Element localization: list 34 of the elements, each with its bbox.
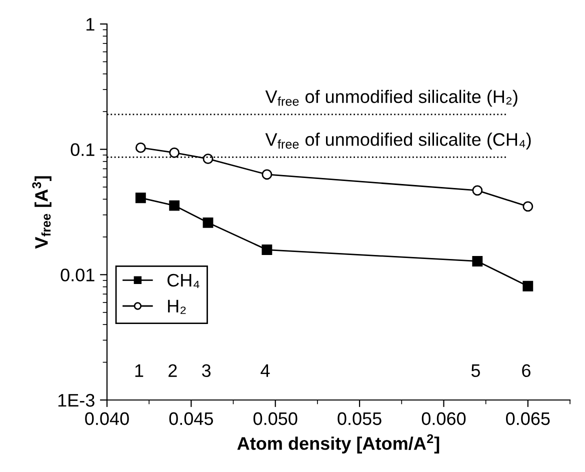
x-tick-label: 0.065 bbox=[506, 412, 550, 426]
x-axis-title: Atom density [Atom/A$^{2}$] bbox=[237, 434, 440, 454]
x-tick-label: 0.040 bbox=[85, 412, 129, 426]
annotation: 5 bbox=[471, 364, 480, 378]
point bbox=[472, 185, 483, 196]
annotation: 4 bbox=[260, 364, 270, 377]
annotation: 3 bbox=[202, 364, 211, 378]
point bbox=[262, 244, 272, 255]
y-tick-label: 0.1 bbox=[70, 143, 94, 156]
point bbox=[522, 280, 534, 292]
ref-line-label: V$_{free}$ of unmodified silicalite (H₂) bbox=[265, 90, 518, 107]
x-tick-label: 0.055 bbox=[338, 412, 382, 426]
point bbox=[472, 256, 483, 266]
x-tick-label: 0.060 bbox=[422, 412, 466, 426]
point bbox=[202, 154, 214, 164]
annotation: 1 bbox=[135, 364, 144, 377]
y-tick-label: 1E-3 bbox=[58, 394, 94, 407]
point bbox=[169, 147, 180, 158]
point bbox=[522, 201, 534, 212]
point bbox=[135, 192, 146, 204]
point bbox=[135, 142, 146, 153]
annotation: 6 bbox=[522, 364, 530, 378]
y-axis-title: V$_{free}$ [A$^{3}$] bbox=[32, 176, 52, 249]
y-tick-label: 1 bbox=[86, 18, 94, 31]
point bbox=[169, 200, 180, 211]
point bbox=[262, 169, 272, 180]
point bbox=[202, 217, 214, 228]
x-tick-label: 0.045 bbox=[169, 412, 214, 426]
legend-label: H₂ bbox=[168, 300, 186, 314]
annotation: 2 bbox=[168, 364, 177, 377]
y-tick-label: 0.01 bbox=[60, 268, 94, 282]
x-tick-label: 0.050 bbox=[253, 412, 298, 426]
legend-label: CH₄ bbox=[168, 274, 200, 288]
ref-line-label: V$_{free}$ of unmodified silicalite (CH₄) bbox=[265, 132, 531, 150]
